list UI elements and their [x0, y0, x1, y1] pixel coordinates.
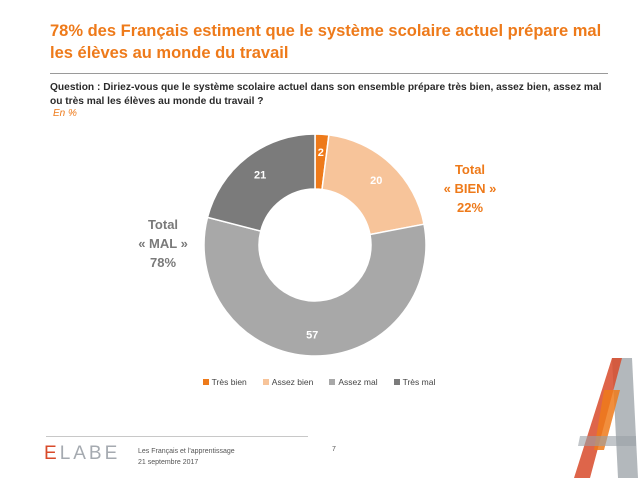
legend-item: Assez mal: [329, 377, 378, 387]
donut-slice-assez-mal: [203, 216, 427, 357]
legend-label: Assez bien: [271, 377, 314, 387]
legend-swatch: [329, 379, 336, 385]
unit-label: En %: [53, 108, 77, 119]
total-mal-line2: « MAL »: [138, 236, 188, 251]
donut-slice-tres-mal: [206, 133, 316, 232]
donut-value-label: 20: [370, 175, 382, 187]
legend-label: Très bien: [211, 377, 247, 387]
donut-value-label: 21: [254, 169, 266, 181]
footer-text: Les Français et l'apprentissage 21 septe…: [138, 446, 235, 468]
legend-swatch: [262, 379, 269, 385]
legend-item: Très mal: [393, 377, 436, 387]
legend-item: Très bien: [202, 377, 247, 387]
total-mal-label: Total « MAL » 78%: [118, 215, 208, 272]
legend-item: Assez bien: [262, 377, 314, 387]
total-bien-value: 22%: [456, 200, 484, 215]
total-bien-label: Total « BIEN » 22%: [425, 160, 515, 217]
legend-swatch: [202, 379, 209, 385]
legend-label: Assez mal: [338, 377, 378, 387]
donut-labels: 2 20 57 21: [254, 147, 382, 341]
page-number: 7: [332, 446, 336, 453]
total-bien-line2: « BIEN »: [443, 181, 497, 196]
legend-swatch: [393, 379, 400, 385]
elabe-logo: ELABE: [44, 443, 121, 464]
total-bien-line1: Total: [454, 162, 486, 177]
title-divider: [50, 73, 608, 74]
footer-date: 21 septembre 2017: [138, 459, 199, 466]
donut-slices: [203, 133, 427, 357]
brand-triangle-decoration: [574, 358, 638, 478]
donut-value-label: 2: [318, 147, 324, 159]
total-mal-line1: Total: [147, 217, 179, 232]
footer-divider: [46, 436, 308, 437]
total-mal-value: 78%: [149, 255, 177, 270]
question-text: Question : Diriez-vous que le système sc…: [50, 82, 602, 107]
chart-legend: Très bien Assez bien Assez mal Très mal: [0, 377, 638, 387]
footer-study-title: Les Français et l'apprentissage: [138, 448, 235, 455]
donut-value-label: 57: [306, 329, 318, 341]
legend-label: Très mal: [402, 377, 436, 387]
page-title: 78% des Français estiment que le système…: [50, 22, 602, 62]
